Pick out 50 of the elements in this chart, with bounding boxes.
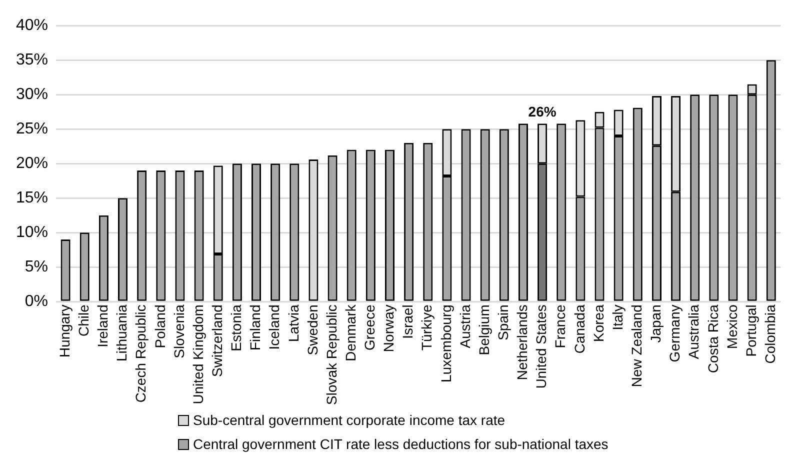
x-tick-label: Slovenia <box>170 304 187 358</box>
y-tick-label: 30% <box>16 86 48 104</box>
y-tick-label: 40% <box>16 17 48 34</box>
x-tick-label: Netherlands <box>514 304 530 380</box>
x-tick-label: Korea <box>590 304 606 342</box>
x-tick-label: Hungary <box>56 304 72 358</box>
legend-label: Sub-central government corporate income tax rate <box>193 412 506 428</box>
x-tick-label: Chile <box>75 304 92 337</box>
y-tick-label: 5% <box>24 258 48 276</box>
y-tick-label: 15% <box>16 190 48 207</box>
x-tick-label: Austria <box>456 304 473 348</box>
x-tick-label: Denmark <box>342 304 358 362</box>
x-tick-label: Slovak Republic <box>323 304 340 406</box>
x-tick-label: Türkiye <box>418 304 435 351</box>
legend-label: Central government CIT rate less deductions for sub-national taxes <box>193 436 608 452</box>
x-tick-label: Canada <box>571 304 588 354</box>
x-tick-label: New Zealand <box>628 304 645 388</box>
y-tick-label: 35% <box>16 52 48 69</box>
x-tick-label: United States <box>533 304 550 389</box>
x-tick-label: Sweden <box>304 304 320 356</box>
x-tick-label: Colombia <box>762 304 778 364</box>
y-tick-label: 25% <box>16 120 48 138</box>
x-tick-label: Greece <box>362 304 378 351</box>
x-tick-label: Germany <box>666 304 683 362</box>
annotation: 26% <box>528 103 557 120</box>
x-tick-label: Estonia <box>228 304 244 352</box>
x-tick-label: Australia <box>686 304 702 360</box>
x-tick-label: Latvia <box>285 304 302 342</box>
x-tick-label: Italy <box>609 304 626 330</box>
x-tick-label: Spain <box>495 304 512 340</box>
x-tick-label: Japan <box>648 304 664 343</box>
x-tick-label: France <box>552 304 568 348</box>
x-tick-label: Iceland <box>266 304 282 350</box>
x-tick-label: Ireland <box>94 304 111 348</box>
x-tick-label: Mexico <box>724 304 740 349</box>
y-tick-label: 0% <box>24 293 48 310</box>
x-tick-label: Switzerland <box>208 304 225 377</box>
x-tick-label: Portugal <box>742 304 759 357</box>
y-tick-label: 10% <box>16 224 48 242</box>
x-tick-label: United Kingdom <box>190 304 206 404</box>
x-tick-label: Lithuania <box>114 304 130 362</box>
x-tick-label: Belgium <box>476 304 492 356</box>
x-tick-label: Luxembourg <box>438 304 454 382</box>
x-tick-label: Czech Republic <box>132 304 149 403</box>
x-tick-label: Poland <box>152 304 168 348</box>
x-tick-label: Finland <box>247 304 264 351</box>
y-tick-label: 20% <box>16 155 48 172</box>
x-tick-label: Costa Rica <box>704 304 721 374</box>
x-tick-label: Israel <box>400 304 416 339</box>
x-tick-label: Norway <box>380 304 397 352</box>
